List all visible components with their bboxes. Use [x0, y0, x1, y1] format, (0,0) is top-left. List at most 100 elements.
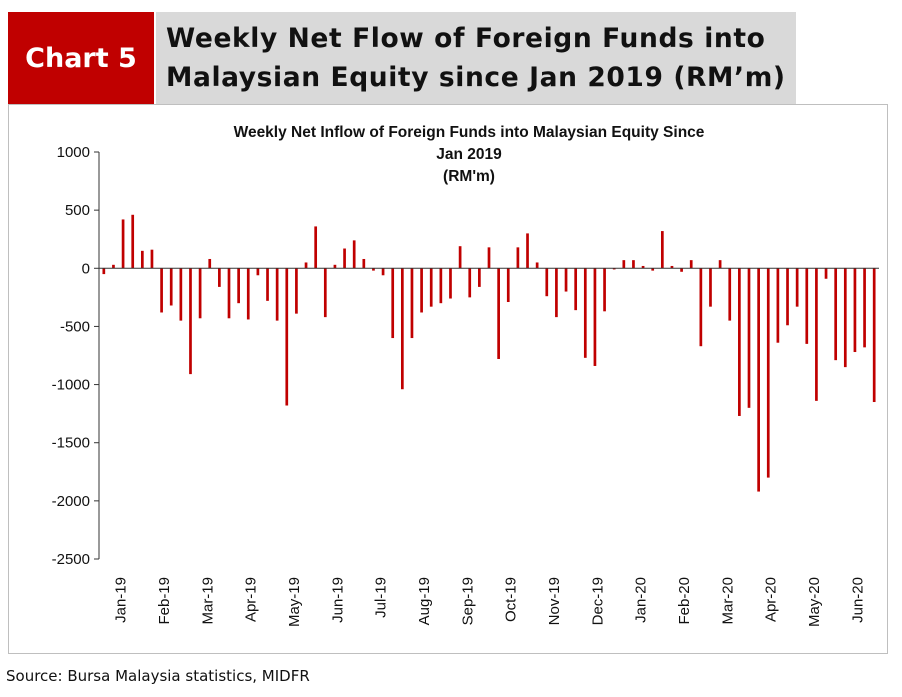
- bar: [343, 248, 346, 269]
- bar: [853, 268, 857, 353]
- source-note: Source: Bursa Malaysia statistics, MIDFR: [6, 667, 310, 685]
- bar: [545, 268, 549, 297]
- bar: [651, 268, 655, 271]
- chart-frame: Weekly Net Inflow of Foreign Funds into …: [8, 104, 888, 654]
- bar: [487, 247, 491, 269]
- bar: [766, 268, 770, 478]
- bar: [526, 233, 529, 269]
- chart-title-line: Jan 2019: [436, 146, 502, 163]
- bar: [458, 246, 462, 269]
- chart-number-text: Chart 5: [25, 42, 137, 74]
- bar: [381, 268, 385, 276]
- bar: [843, 268, 847, 368]
- bar: [728, 268, 732, 321]
- chart-number-label: Chart 5: [8, 12, 154, 104]
- bar: [738, 268, 741, 416]
- bar: [275, 268, 279, 321]
- bar: [362, 258, 366, 269]
- bar: [689, 260, 693, 269]
- bar-chart: Weekly Net Inflow of Foreign Funds into …: [52, 124, 879, 627]
- x-tick-label: Jul-19: [373, 577, 390, 618]
- page-title-line-1: Weekly Net Flow of Foreign Funds into: [166, 23, 766, 54]
- bar: [535, 262, 539, 269]
- bar: [757, 268, 760, 492]
- chart-title-line: (RM'm): [443, 168, 495, 185]
- bar: [237, 268, 240, 304]
- bar: [516, 247, 520, 269]
- bar: [150, 249, 154, 269]
- x-tick-label: Apr-19: [243, 577, 260, 622]
- bar: [266, 268, 269, 301]
- bar: [372, 268, 375, 271]
- bar: [131, 214, 135, 269]
- bar: [140, 250, 144, 269]
- y-tick-label: -500: [60, 318, 90, 335]
- y-tick-label: 1000: [57, 144, 90, 161]
- bar: [333, 264, 337, 269]
- bar: [160, 268, 163, 313]
- bar: [805, 268, 809, 344]
- chart-title-line: Weekly Net Inflow of Foreign Funds into …: [234, 124, 705, 141]
- bar: [112, 264, 115, 269]
- bar: [314, 226, 318, 269]
- x-tick-label: May-20: [806, 577, 823, 627]
- bar: [632, 260, 635, 269]
- bar: [121, 219, 125, 269]
- bar: [429, 268, 433, 307]
- bar: [622, 260, 626, 269]
- x-tick-label: Jan-19: [113, 577, 130, 623]
- bar: [439, 268, 443, 304]
- bar: [776, 268, 780, 343]
- x-tick-label: Aug-19: [416, 577, 433, 625]
- bar: [670, 265, 674, 269]
- x-tick-label: Apr-20: [763, 577, 780, 622]
- y-tick-label: 0: [82, 260, 90, 277]
- bar: [603, 268, 606, 312]
- bar: [352, 240, 356, 269]
- bar: [468, 268, 472, 298]
- x-tick-label: Mar-19: [199, 577, 216, 625]
- bar: [285, 268, 289, 406]
- bar: [718, 260, 722, 269]
- y-tick-label: -2000: [52, 493, 90, 510]
- bar: [747, 268, 751, 408]
- y-tick-label: 500: [65, 202, 90, 219]
- x-tick-label: Jan-20: [633, 577, 650, 623]
- x-tick-label: Sep-19: [459, 577, 476, 625]
- x-tick-label: Jun-19: [329, 577, 346, 623]
- bar: [198, 268, 202, 319]
- bar: [709, 268, 712, 307]
- bar: [641, 265, 645, 269]
- bar: [449, 268, 452, 299]
- y-tick-label: -2500: [52, 551, 90, 568]
- bar: [246, 268, 250, 320]
- x-tick-label: May-19: [286, 577, 303, 627]
- bar: [824, 268, 828, 279]
- bar: [564, 268, 568, 292]
- bar: [660, 231, 664, 269]
- bar: [391, 268, 395, 339]
- bar: [295, 268, 298, 314]
- x-tick-label: Dec-19: [589, 577, 606, 625]
- bar: [786, 268, 789, 326]
- bar: [555, 268, 558, 318]
- y-tick-label: -1000: [52, 377, 90, 394]
- bar: [208, 258, 212, 269]
- bar: [863, 268, 866, 348]
- bar: [872, 268, 876, 403]
- bar: [304, 262, 308, 269]
- bar: [583, 268, 587, 358]
- x-tick-label: Jun-20: [849, 577, 866, 623]
- bar: [169, 268, 173, 306]
- x-tick-label: Nov-19: [546, 577, 563, 625]
- page-title: Weekly Net Flow of Foreign Funds into Ma…: [156, 12, 796, 104]
- bar: [420, 268, 423, 313]
- chart-title: Weekly Net Inflow of Foreign Funds into …: [234, 124, 705, 185]
- bar: [699, 268, 703, 347]
- x-axis: Jan-19 Feb-19 Mar-19 Apr-19 May-19 Jun-19 Jul-…: [99, 267, 879, 627]
- bar: [506, 268, 510, 303]
- bar: [323, 268, 327, 318]
- y-axis: 1000 500 0 -500 -1000 -1500 -2000 -2500: [52, 144, 100, 568]
- bar: [102, 268, 106, 275]
- bar: [574, 268, 578, 311]
